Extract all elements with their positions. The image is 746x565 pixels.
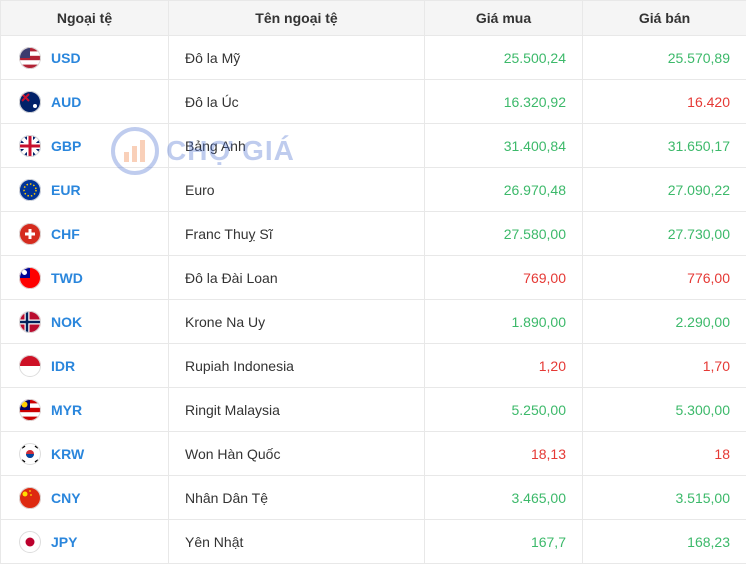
currency-name: Rupiah Indonesia	[168, 343, 425, 388]
table-body: USD Đô la Mỹ 25.500,24 25.570,89 AUD Đô la Úc…	[0, 35, 746, 564]
currency-code: CHF	[51, 225, 80, 242]
buy-price: 1.890,00	[424, 299, 583, 344]
currency-cell: TWD	[0, 255, 169, 300]
table-row: GBP Bảng Anh 31.400,84 31.650,17	[0, 123, 746, 168]
buy-price: 5.250,00	[424, 387, 583, 432]
table-row: JPY Yên Nhật 167,7 168,23	[0, 519, 746, 564]
buy-price: 25.500,24	[424, 35, 583, 80]
sell-price: 2.290,00	[582, 299, 746, 344]
column-header: Ngoại tệ	[0, 0, 169, 36]
sell-price: 25.570,89	[582, 35, 746, 80]
sell-price: 27.090,22	[582, 167, 746, 212]
currency-code: AUD	[51, 93, 82, 110]
sell-price: 776,00	[582, 255, 746, 300]
currency-code: USD	[51, 49, 81, 66]
table-row: MYR Ringit Malaysia 5.250,00 5.300,00	[0, 387, 746, 432]
currency-cell: CNY	[0, 475, 169, 520]
currency-name: Đô la Đài Loan	[168, 255, 425, 300]
flag-icon	[19, 178, 41, 201]
currency-code: TWD	[51, 269, 83, 286]
currency-cell: JPY	[0, 519, 169, 564]
buy-price: 16.320,92	[424, 79, 583, 124]
currency-name: Franc Thuỵ Sĩ	[168, 211, 425, 256]
table-row: USD Đô la Mỹ 25.500,24 25.570,89	[0, 35, 746, 80]
table-row: KRW Won Hàn Quốc 18,13 18	[0, 431, 746, 476]
buy-price: 3.465,00	[424, 475, 583, 520]
flag-icon	[19, 90, 41, 113]
table-row: CNY Nhân Dân Tệ 3.465,00 3.515,00	[0, 475, 746, 520]
column-header: Giá bán	[582, 0, 746, 36]
flag-icon	[19, 354, 41, 377]
currency-code: MYR	[51, 401, 83, 418]
currency-code: JPY	[51, 533, 78, 550]
currency-name: Ringit Malaysia	[168, 387, 425, 432]
sell-price: 168,23	[582, 519, 746, 564]
buy-price: 167,7	[424, 519, 583, 564]
column-header: Giá mua	[424, 0, 583, 36]
currency-name: Đô la Mỹ	[168, 35, 425, 80]
currency-cell: NOK	[0, 299, 169, 344]
sell-price: 3.515,00	[582, 475, 746, 520]
currency-cell: IDR	[0, 343, 169, 388]
flag-icon	[19, 530, 41, 553]
currency-cell: USD	[0, 35, 169, 80]
currency-name: Nhân Dân Tệ	[168, 475, 425, 520]
flag-icon	[19, 486, 41, 509]
sell-price: 27.730,00	[582, 211, 746, 256]
currency-code: NOK	[51, 313, 83, 330]
flag-icon	[19, 266, 41, 289]
currency-code: GBP	[51, 137, 82, 154]
currency-cell: GBP	[0, 123, 169, 168]
currency-name: Krone Na Uy	[168, 299, 425, 344]
currency-cell: AUD	[0, 79, 169, 124]
flag-icon	[19, 310, 41, 333]
currency-name: Euro	[168, 167, 425, 212]
column-header: Tên ngoại tệ	[168, 0, 425, 36]
table-row: CHF Franc Thuỵ Sĩ 27.580,00 27.730,00	[0, 211, 746, 256]
currency-cell: MYR	[0, 387, 169, 432]
sell-price: 1,70	[582, 343, 746, 388]
sell-price: 18	[582, 431, 746, 476]
table-row: TWD Đô la Đài Loan 769,00 776,00	[0, 255, 746, 300]
buy-price: 27.580,00	[424, 211, 583, 256]
sell-price: 5.300,00	[582, 387, 746, 432]
flag-icon	[19, 222, 41, 245]
currency-code: CNY	[51, 489, 81, 506]
currency-code: IDR	[51, 357, 76, 374]
header-row: Ngoại tệ Tên ngoại tệ Giá mua Giá bán	[0, 0, 746, 36]
flag-icon	[19, 134, 41, 157]
buy-price: 31.400,84	[424, 123, 583, 168]
currency-cell: CHF	[0, 211, 169, 256]
currency-cell: EUR	[0, 167, 169, 212]
flag-icon	[19, 46, 41, 69]
buy-price: 769,00	[424, 255, 583, 300]
currency-name: Đô la Úc	[168, 79, 425, 124]
flag-icon	[19, 442, 41, 465]
currency-code: KRW	[51, 445, 85, 462]
currency-cell: KRW	[0, 431, 169, 476]
sell-price: 16.420	[582, 79, 746, 124]
currency-name: Bảng Anh	[168, 123, 425, 168]
buy-price: 18,13	[424, 431, 583, 476]
buy-price: 26.970,48	[424, 167, 583, 212]
currency-code: EUR	[51, 181, 81, 198]
buy-price: 1,20	[424, 343, 583, 388]
table-row: IDR Rupiah Indonesia 1,20 1,70	[0, 343, 746, 388]
flag-icon	[19, 398, 41, 421]
table-row: EUR Euro 26.970,48 27.090,22	[0, 167, 746, 212]
sell-price: 31.650,17	[582, 123, 746, 168]
currency-name: Yên Nhật	[168, 519, 425, 564]
table-row: NOK Krone Na Uy 1.890,00 2.290,00	[0, 299, 746, 344]
table-row: AUD Đô la Úc 16.320,92 16.420	[0, 79, 746, 124]
currency-name: Won Hàn Quốc	[168, 431, 425, 476]
